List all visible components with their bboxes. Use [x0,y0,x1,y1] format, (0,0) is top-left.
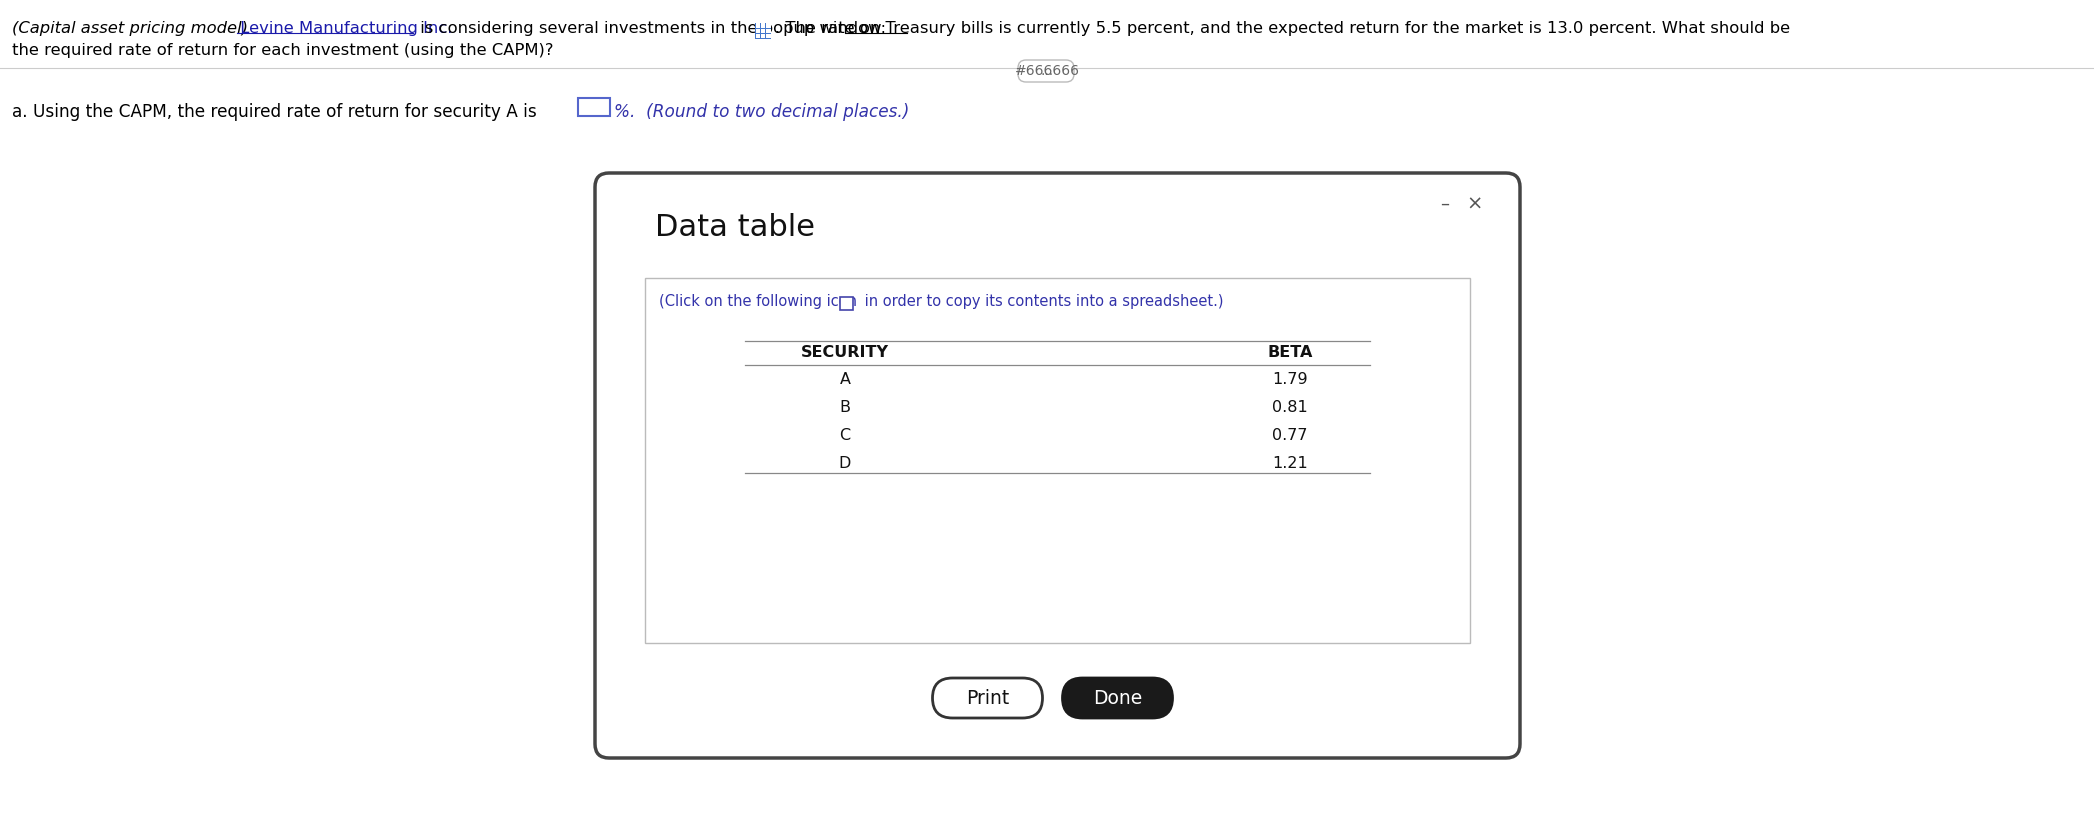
Text: Done: Done [1093,689,1141,707]
Bar [766,34,771,38]
Bar [756,34,760,38]
Text: 1.21: 1.21 [1273,455,1309,471]
Bar [760,24,764,28]
Text: is considering several investments in the popup window:: is considering several investments in th… [415,21,892,36]
Text: #666666: #666666 [1013,64,1081,78]
FancyBboxPatch shape [1062,678,1173,718]
Text: in order to copy its contents into a spreadsheet.): in order to copy its contents into a spr… [861,294,1223,309]
Bar [756,28,760,33]
Bar [766,24,771,28]
FancyBboxPatch shape [645,278,1470,643]
Text: the required rate of return for each investment (using the CAPM)?: the required rate of return for each inv… [13,43,553,58]
Text: –: – [1441,195,1449,213]
Bar [578,98,609,116]
Text: (Click on the following icon: (Click on the following icon [660,294,856,309]
Text: BETA: BETA [1267,345,1313,360]
Text: B: B [840,399,850,415]
Bar [840,297,852,310]
Bar [760,34,764,38]
Text: 0.77: 0.77 [1273,428,1309,442]
Bar [844,301,856,314]
Text: SECURITY: SECURITY [802,345,890,360]
Bar [766,28,771,33]
FancyBboxPatch shape [932,678,1043,718]
Text: ...: ... [1041,64,1053,78]
FancyBboxPatch shape [1018,60,1074,82]
Text: Data table: Data table [655,213,815,242]
Text: D: D [840,455,850,471]
Text: 0.81: 0.81 [1273,399,1309,415]
Text: (Capital asset pricing model): (Capital asset pricing model) [13,21,247,36]
Bar [756,23,771,39]
Bar [756,24,760,28]
FancyBboxPatch shape [595,173,1520,758]
Text: Levine Manufacturing Inc.: Levine Manufacturing Inc. [235,21,452,36]
Text: C: C [840,428,850,442]
Bar [760,28,764,33]
Text: %.  (Round to two decimal places.): %. (Round to two decimal places.) [614,103,909,121]
Text: a. Using the CAPM, the required rate of return for security A is: a. Using the CAPM, the required rate of … [13,103,536,121]
Text: A: A [840,372,850,386]
Text: 1.79: 1.79 [1273,372,1309,386]
Text: ×: × [1466,195,1483,214]
Text: Print: Print [965,689,1009,707]
Text: . The rate on Treasury bills is currently 5.5 percent, and the expected return f: . The rate on Treasury bills is currentl… [775,21,1790,36]
